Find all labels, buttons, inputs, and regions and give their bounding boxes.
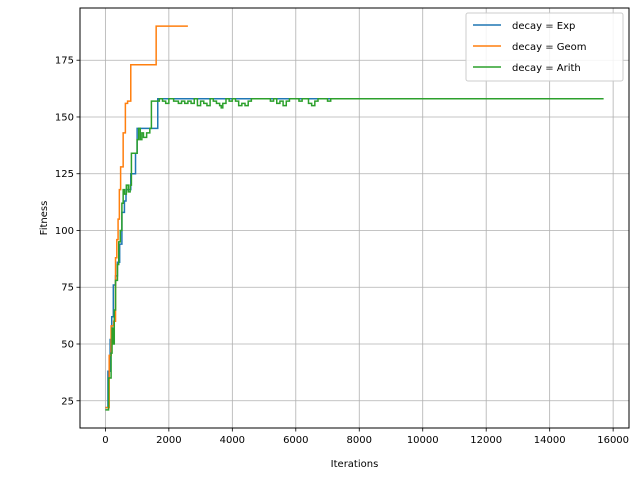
x-tick-label: 12000 bbox=[470, 435, 502, 446]
x-tick-label: 16000 bbox=[597, 435, 629, 446]
y-tick-label: 100 bbox=[55, 226, 74, 237]
y-tick-label: 150 bbox=[55, 112, 74, 123]
y-tick-label: 125 bbox=[55, 169, 74, 180]
x-tick-label: 2000 bbox=[156, 435, 181, 446]
x-tick-label: 14000 bbox=[534, 435, 566, 446]
x-axis-ticks: 0 2000 4000 6000 8000 10000 12000 14000 16000 bbox=[102, 428, 629, 446]
y-tick-label: 25 bbox=[61, 396, 74, 407]
series-lines bbox=[105, 25, 604, 411]
legend: decay = Exp decay = Geom decay = Arith bbox=[465, 12, 624, 82]
legend-box bbox=[465, 12, 624, 82]
y-tick-label: 175 bbox=[55, 56, 74, 67]
series-line-3 bbox=[105, 98, 604, 411]
y-axis-label: Fitness bbox=[39, 201, 50, 236]
x-tick-label: 10000 bbox=[407, 435, 439, 446]
x-tick-label: 0 bbox=[102, 435, 108, 446]
y-tick-label: 75 bbox=[61, 283, 74, 294]
legend-label-2: decay = Geom bbox=[512, 42, 587, 53]
x-tick-label: 6000 bbox=[283, 435, 308, 446]
y-axis-ticks: 25 50 75 100 125 150 175 bbox=[55, 56, 80, 407]
y-tick-label: 50 bbox=[61, 340, 74, 351]
x-axis-label: Iterations bbox=[331, 459, 379, 470]
x-tick-label: 4000 bbox=[220, 435, 245, 446]
legend-label-1: decay = Exp bbox=[512, 21, 575, 32]
legend-label-3: decay = Arith bbox=[512, 63, 581, 74]
x-tick-label: 8000 bbox=[347, 435, 372, 446]
plot-frame bbox=[79, 7, 630, 429]
